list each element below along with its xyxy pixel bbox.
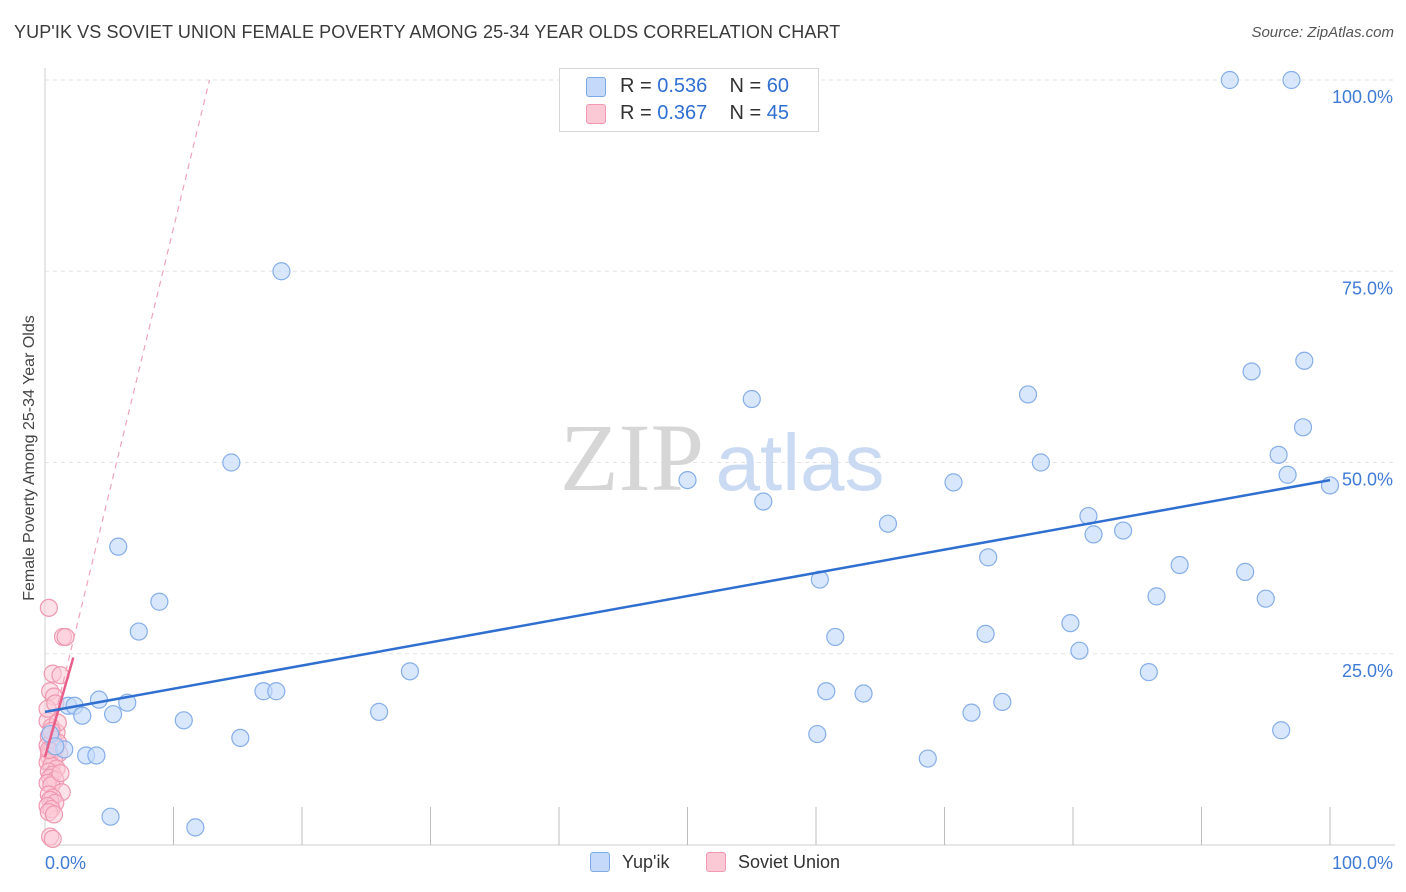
yupik-point [370, 702, 389, 721]
yupik-stats: R = 0.536 N = 60 [620, 75, 789, 98]
yupik-point [104, 705, 123, 724]
n-label: N = [729, 102, 762, 124]
watermark-atlas: atlas [716, 418, 885, 507]
yupik-point [817, 682, 836, 701]
stats-legend: R = 0.536 N = 60 R = 0.367 N = 45 [559, 68, 819, 132]
axes [44, 68, 1395, 846]
yupik-point [1269, 445, 1288, 464]
r-value: 0.367 [657, 102, 708, 124]
soviet-union-trend-extension [44, 79, 211, 758]
soviet-union-point [51, 763, 70, 783]
x-tick-label: 0.0% [45, 853, 86, 873]
yupik-point [129, 622, 148, 641]
yupik-point [1220, 70, 1239, 90]
soviet-union-point [44, 805, 64, 824]
soviet-union-point [43, 829, 62, 848]
yupik-point [231, 728, 250, 748]
soviet-union-legend-label: Soviet Union [738, 852, 841, 872]
soviet-union-swatch [586, 104, 606, 124]
yupik-point [222, 453, 241, 472]
r-value: 0.536 [657, 75, 708, 97]
yupik-point [174, 711, 193, 730]
yupik-point [267, 682, 286, 701]
yupik-point [101, 807, 120, 826]
yupik-point [272, 262, 291, 281]
soviet-union-point [56, 627, 75, 647]
yupik-legend-swatch [590, 852, 610, 872]
grid [45, 79, 1395, 655]
chart-title: YUP'IK VS SOVIET UNION FEMALE POVERTY AM… [14, 22, 841, 42]
yupik-point [854, 684, 873, 703]
yupik-point [678, 470, 697, 490]
yupik-point [1282, 70, 1301, 90]
yupik-point [1320, 476, 1340, 495]
yupik-point [808, 724, 827, 744]
yupik-point [826, 627, 845, 647]
y-tick-label: 25.0% [1342, 661, 1393, 681]
yupik-point [1236, 562, 1255, 581]
tick-labels: 25.0% 50.0% 75.0% 100.0% 0.0% 100.0% [45, 87, 1393, 873]
yupik-point [944, 473, 963, 492]
yupik-point [89, 690, 109, 709]
r-label: R = [620, 75, 652, 97]
n-value: 60 [766, 75, 790, 97]
legend-item-yupik: Yup'ik [590, 852, 669, 876]
yupik-points [41, 70, 1340, 837]
yupik-point [1031, 453, 1050, 472]
yupik-trend-line [44, 478, 1331, 714]
yupik-swatch [586, 77, 606, 97]
soviet-union-stats: R = 0.367 N = 45 [620, 102, 789, 125]
soviet-union-legend-swatch [706, 852, 726, 872]
yupik-point [962, 703, 981, 722]
yupik-point [742, 389, 761, 409]
watermark: ZIP atlas [560, 404, 884, 511]
y-tick-label: 75.0% [1342, 278, 1393, 298]
yupik-point [1272, 721, 1291, 740]
yupik-point [878, 514, 898, 533]
yupik-point [73, 706, 92, 725]
yupik-point [1061, 614, 1080, 633]
yupik-point [1242, 362, 1261, 381]
source-label: Source: ZipAtlas.com [1251, 24, 1394, 41]
watermark-zip: ZIP [560, 404, 704, 511]
yupik-point [754, 492, 773, 511]
yupik-point [1293, 418, 1313, 437]
yupik-point [1295, 351, 1314, 370]
yupik-point [1278, 465, 1297, 484]
x-tick-label: 100.0% [1332, 853, 1393, 873]
yupik-point [979, 548, 998, 567]
yupik-point [1084, 525, 1103, 544]
yupik-point [918, 749, 937, 768]
yupik-point [1256, 589, 1275, 608]
yupik-point [993, 692, 1012, 712]
soviet-union-point [39, 598, 58, 617]
yupik-point [186, 818, 205, 837]
yupik-legend-label: Yup'ik [622, 852, 670, 872]
yupik-point [1147, 587, 1166, 606]
yupik-point [109, 537, 128, 556]
yupik-point [976, 624, 995, 643]
yupik-point [87, 746, 106, 765]
yupik-point [1018, 385, 1038, 404]
n-label: N = [729, 75, 762, 97]
yupik-point [1170, 555, 1189, 575]
yupik-point [1139, 663, 1158, 682]
y-tick-label: 50.0% [1342, 470, 1393, 490]
yupik-point [1070, 641, 1089, 660]
trend-lines [43, 79, 1331, 758]
n-value: 45 [766, 102, 790, 124]
legend-item-soviet-union: Soviet Union [706, 852, 840, 876]
yupik-point [400, 662, 420, 681]
y-tick-label: 100.0% [1332, 87, 1393, 107]
soviet-union-points [38, 598, 75, 848]
r-label: R = [620, 102, 652, 124]
soviet-union-trend-line [43, 657, 75, 758]
yupik-point [150, 592, 169, 611]
yupik-point [1114, 521, 1133, 540]
